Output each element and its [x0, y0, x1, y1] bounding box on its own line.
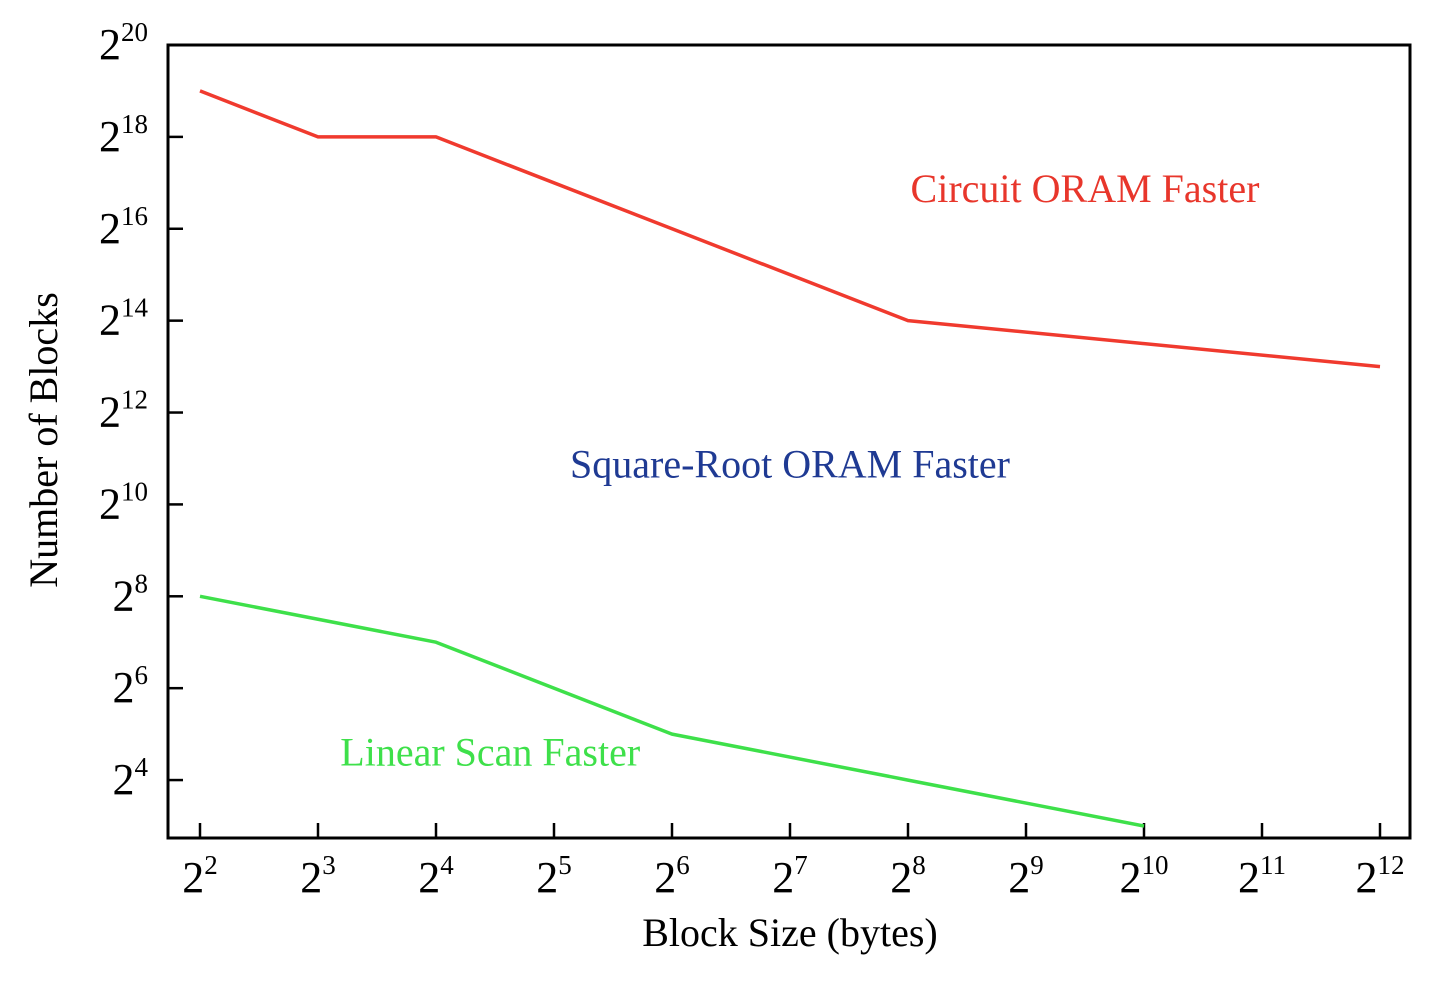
- x-axis-label: Block Size (bytes): [642, 910, 938, 955]
- x-tick-label: 27: [772, 850, 808, 902]
- x-tick-label: 212: [1356, 850, 1405, 902]
- x-tick-label: 23: [300, 850, 336, 902]
- x-tick-label: 211: [1238, 850, 1286, 902]
- y-tick-label: 220: [99, 17, 148, 69]
- y-axis-ticks: 24 26 28 210 212 214 216 218 220: [99, 17, 183, 804]
- linear-scan-boundary-line: [199, 594, 1145, 828]
- x-tick-label: 24: [418, 850, 454, 902]
- annotation-layer: Circuit ORAM Faster Square-Root ORAM Fast…: [340, 166, 1259, 774]
- y-tick-label: 218: [99, 109, 148, 161]
- y-tick-label: 24: [113, 752, 149, 804]
- region-annotation: Square-Root ORAM Faster: [570, 442, 1010, 487]
- circuit-oram-boundary-line: [199, 89, 1381, 369]
- y-tick-label: 216: [99, 201, 148, 253]
- series-layer: [199, 89, 1381, 828]
- y-tick-label: 210: [99, 476, 148, 528]
- region-annotation: Circuit ORAM Faster: [911, 166, 1260, 211]
- y-tick-label: 212: [99, 385, 148, 437]
- x-tick-label: 25: [536, 850, 572, 902]
- x-tick-label: 26: [654, 850, 690, 902]
- x-tick-label: 29: [1008, 850, 1044, 902]
- x-axis-ticks: 22 23 24 25 26 27 28 29 210 211 212: [182, 823, 1405, 902]
- y-tick-label: 28: [113, 568, 149, 620]
- y-tick-label: 26: [113, 660, 149, 712]
- region-annotation: Linear Scan Faster: [340, 729, 640, 774]
- y-tick-label: 214: [99, 293, 149, 345]
- x-tick-label: 28: [890, 850, 926, 902]
- x-tick-label: 22: [182, 850, 218, 902]
- x-tick-label: 210: [1120, 850, 1169, 902]
- y-axis-label: Number of Blocks: [21, 292, 66, 588]
